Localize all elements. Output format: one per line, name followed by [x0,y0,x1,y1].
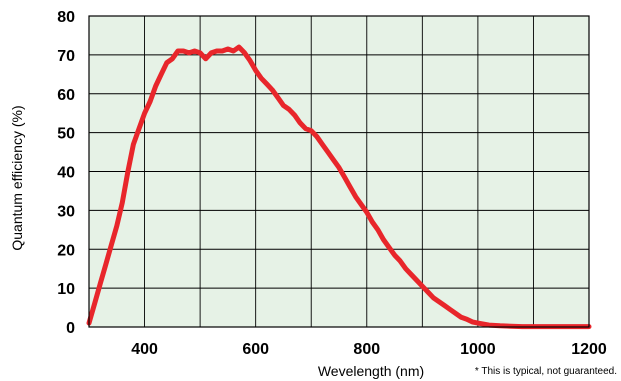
x-tick-label: 600 [242,341,269,358]
x-tick-label: 1000 [460,341,496,358]
y-tick-label: 50 [57,126,75,143]
disclaimer-note: * This is typical, not guaranteed. [475,366,617,377]
y-tick-label: 30 [57,203,75,220]
y-tick-label: 60 [57,87,75,104]
y-tick-label: 10 [57,281,75,298]
x-tick-label: 800 [353,341,380,358]
series-line [86,44,592,330]
y-tick-label: 40 [57,165,75,182]
x-axis-ticks: 400 600 800 1000 1200 [131,341,607,358]
y-tick-label: 20 [57,242,75,259]
y-axis-label: Quantum efficiency (%) [9,105,25,250]
y-tick-label: 70 [57,48,75,65]
y-axis-ticks: 0 10 20 30 40 50 60 70 80 [57,9,75,337]
y-tick-label: 80 [57,9,75,26]
y-tick-label: 0 [66,320,75,337]
x-axis-label: Wevelength (nm) [318,363,424,379]
plot-frame [88,15,590,328]
x-tick-label: 1200 [571,341,607,358]
x-tick-label: 400 [131,341,158,358]
